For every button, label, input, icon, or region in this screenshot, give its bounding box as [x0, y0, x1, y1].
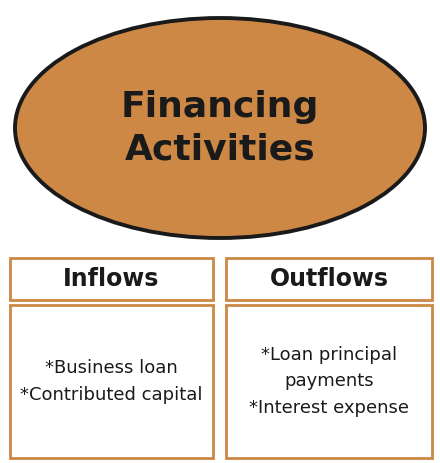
FancyBboxPatch shape [10, 305, 213, 458]
FancyBboxPatch shape [226, 258, 432, 300]
FancyBboxPatch shape [226, 305, 432, 458]
Text: *Business loan
*Contributed capital: *Business loan *Contributed capital [20, 359, 203, 404]
Text: Inflows: Inflows [63, 267, 160, 291]
FancyBboxPatch shape [10, 258, 213, 300]
Ellipse shape [15, 18, 425, 238]
Text: *Loan principal
payments
*Interest expense: *Loan principal payments *Interest expen… [249, 346, 409, 417]
Text: Outflows: Outflows [269, 267, 389, 291]
Text: Financing
Activities: Financing Activities [121, 90, 319, 166]
